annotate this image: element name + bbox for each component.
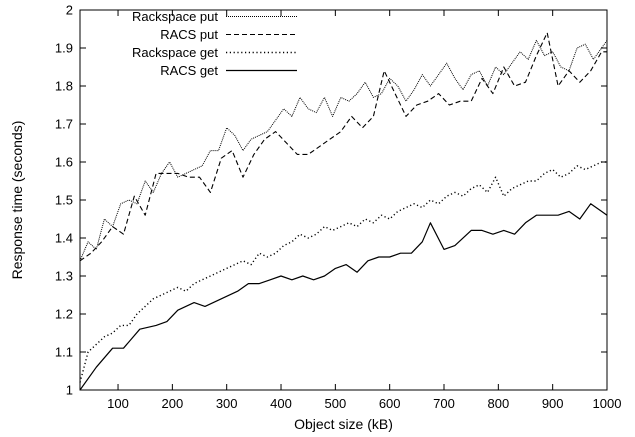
x-tick-label: 400 — [270, 396, 292, 411]
legend-label-3: RACS get — [160, 63, 218, 78]
y-tick-label: 1.8 — [55, 79, 73, 94]
y-tick-label: 1 — [66, 383, 73, 398]
x-tick-label: 100 — [107, 396, 129, 411]
y-tick-label: 1.3 — [55, 269, 73, 284]
legend: Rackspace put RACS put Rackspace get RACS g… — [132, 9, 297, 78]
legend-label-0: Rackspace put — [132, 9, 218, 24]
y-tick-label: 2 — [66, 3, 73, 18]
series-line-1 — [79, 32, 607, 262]
x-tick-label: 700 — [433, 396, 455, 411]
y-tick-label: 1.7 — [55, 117, 73, 132]
x-tick-label: 900 — [542, 396, 564, 411]
plot-frame — [79, 9, 608, 391]
y-tick-label: 1.4 — [55, 231, 73, 246]
legend-label-1: RACS put — [160, 27, 218, 42]
y-tick-label: 1.5 — [55, 193, 73, 208]
y-tick-label: 1.1 — [55, 345, 73, 360]
x-tick-label: 600 — [379, 396, 401, 411]
y-axis-label: Response time (seconds) — [9, 121, 25, 280]
x-tick-label: 300 — [216, 396, 238, 411]
series-lines — [79, 32, 608, 391]
legend-label-2: Rackspace get — [132, 45, 218, 60]
y-tick-label: 1.9 — [55, 41, 73, 56]
x-tick-label: 200 — [162, 396, 184, 411]
series-line-3 — [79, 203, 608, 391]
series-line-2 — [79, 161, 607, 383]
axes: 1 1.1 1.2 1.3 1.4 1.5 1.6 1.7 1.8 1.9 2 100 200 300 40… — [55, 3, 622, 412]
x-axis-label: Object size (kB) — [294, 416, 393, 432]
x-tick-label: 1000 — [593, 396, 622, 411]
y-tick-label: 1.6 — [55, 155, 73, 170]
y-tick-label: 1.2 — [55, 307, 73, 322]
x-tick-label: 500 — [324, 396, 346, 411]
x-tick-label: 800 — [487, 396, 509, 411]
series-line-0 — [79, 39, 608, 261]
